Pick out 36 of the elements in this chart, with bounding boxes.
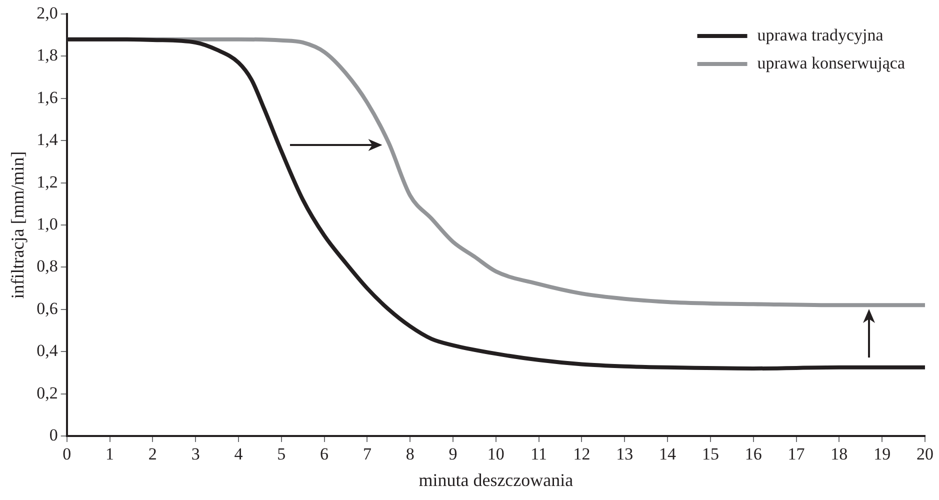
y-tick-label: 0,2 (36, 383, 58, 402)
x-tick-label: 10 (487, 444, 504, 464)
y-tick-label: 0,4 (36, 341, 58, 360)
x-tick-label: 15 (702, 444, 719, 464)
x-tick-label: 1 (106, 444, 114, 464)
x-tick-label: 14 (659, 444, 677, 464)
x-tick-label: 6 (320, 444, 329, 464)
y-tick-label: 1,2 (36, 172, 58, 192)
x-tick-label: 19 (874, 444, 891, 464)
x-tick-label: 12 (573, 444, 590, 464)
y-tick-label: 0,6 (36, 298, 58, 318)
x-tick-label: 17 (788, 444, 806, 464)
y-tick-label: 2,0 (36, 3, 58, 22)
x-tick-label: 11 (530, 444, 548, 464)
x-tick-label: 4 (234, 444, 244, 464)
x-tick-label: 9 (448, 444, 458, 464)
y-tick-label: 0,8 (36, 256, 58, 276)
x-tick-label: 0 (62, 444, 72, 464)
x-tick-label: 16 (744, 444, 762, 464)
y-tick-label: 1,4 (36, 130, 58, 150)
legend-label: uprawa tradycyjna (757, 25, 884, 44)
x-tick-label: 20 (916, 444, 934, 464)
legend-label: uprawa konserwująca (757, 53, 906, 72)
y-tick-label: 1,6 (36, 88, 58, 107)
x-tick-label: 18 (830, 444, 848, 464)
x-axis-title: minuta deszczowania (418, 470, 574, 490)
y-tick-label: 1,0 (36, 214, 58, 234)
x-tick-label: 2 (148, 444, 157, 464)
x-tick-label: 8 (406, 444, 414, 464)
x-tick-label: 5 (277, 444, 286, 464)
x-tick-label: 7 (362, 444, 372, 464)
y-axis-title: infiltracja [mm/min] (8, 151, 28, 299)
x-tick-label: 13 (616, 444, 634, 464)
x-tick-label: 3 (191, 444, 200, 464)
y-tick-label: 1,8 (36, 46, 58, 65)
y-tick-label: 0 (49, 425, 58, 444)
